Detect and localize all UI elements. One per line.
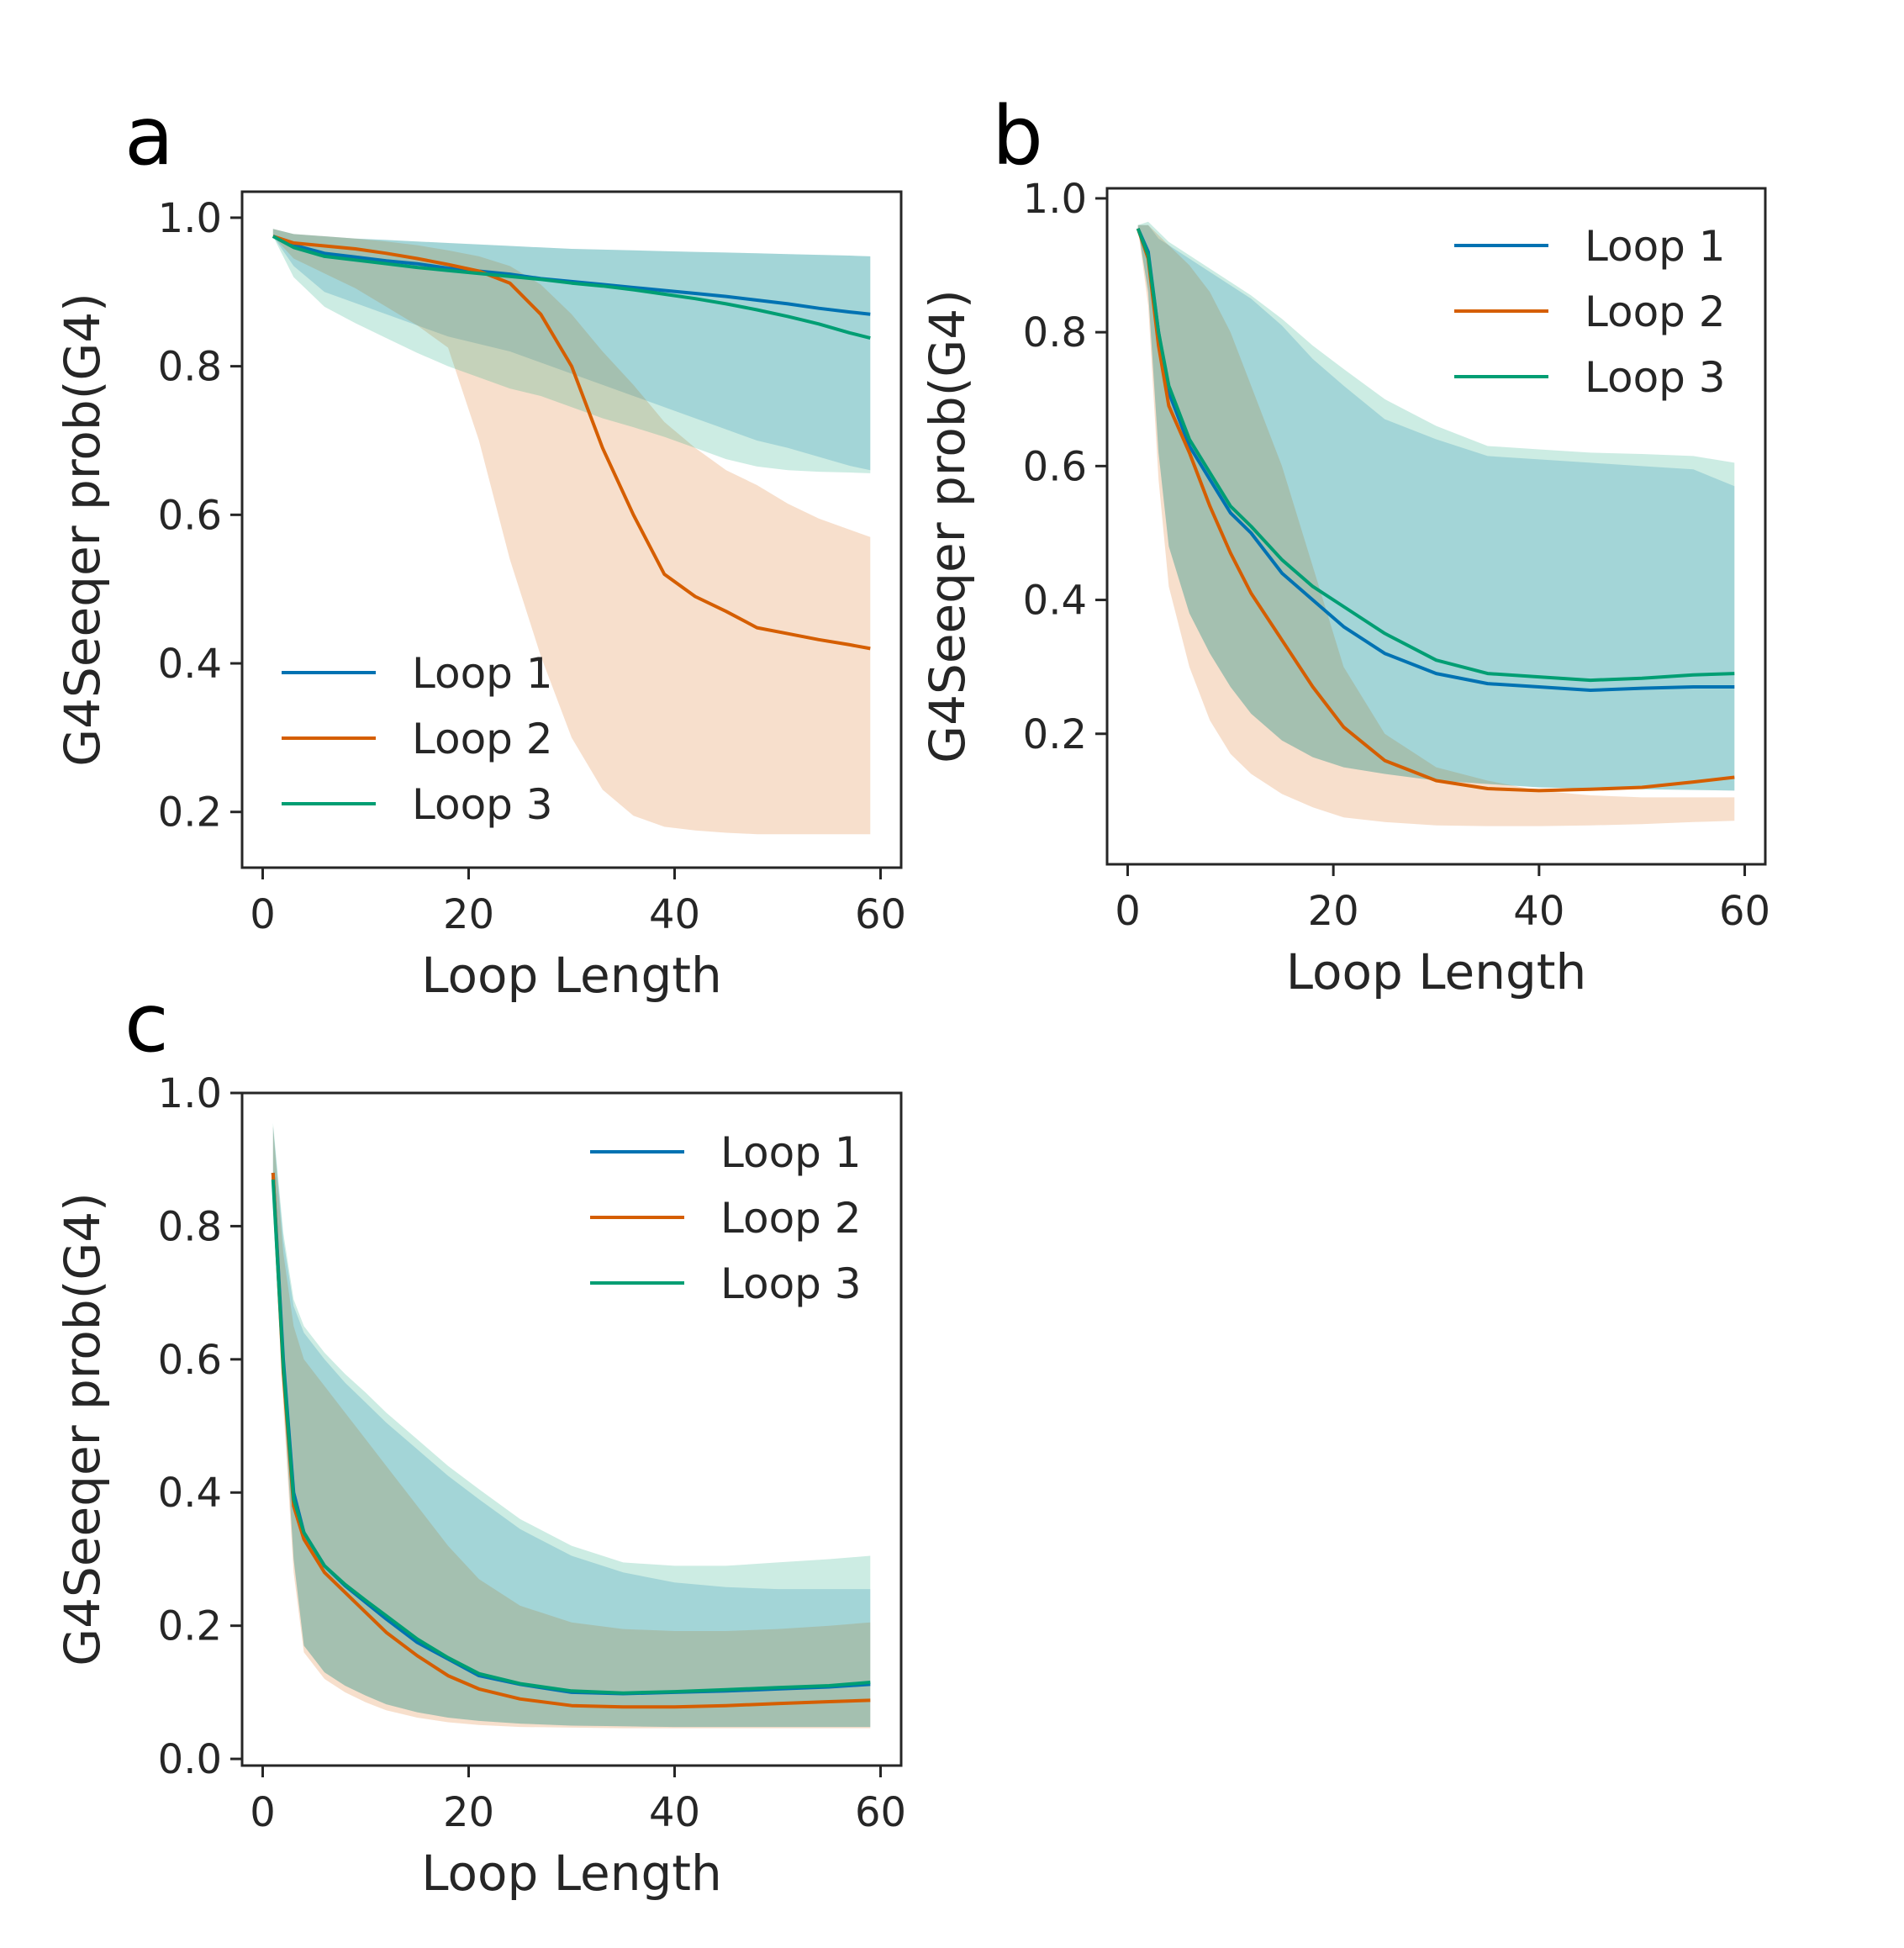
line-loop-2: [271, 1172, 871, 1709]
legend: Loop 1 Loop 2 Loop 3: [590, 1128, 862, 1308]
legend-label: Loop 1: [1585, 222, 1726, 271]
x-tick-label: 60: [855, 891, 906, 938]
legend-label: Loop 3: [412, 780, 553, 829]
axes-frame: [1105, 187, 1767, 866]
line-loop-2: [1136, 228, 1735, 793]
y-axis-title: G4Seeqer prob(G4): [54, 1192, 111, 1666]
y-tick-label: 0.0: [158, 1736, 222, 1783]
plot-area: [1136, 221, 1735, 826]
band-loop-3: [272, 229, 871, 473]
x-tick-label: 0: [1115, 888, 1141, 935]
band-loop-2: [1137, 224, 1735, 826]
plot-area: [272, 229, 871, 835]
y-tick-label: 0.4: [158, 641, 222, 688]
y-tick-label: 0.8: [1023, 309, 1087, 356]
y-tick-label: 0.2: [158, 1603, 222, 1650]
band-loop-1: [272, 1126, 871, 1728]
legend: Loop 1 Loop 2 Loop 3: [282, 649, 553, 829]
y-axis-title: G4Seeqer prob(G4): [919, 289, 976, 763]
panel-letter-b: b: [992, 89, 1043, 183]
band-loop-2: [272, 229, 871, 835]
legend-label: Loop 2: [412, 715, 553, 763]
line-loop-1: [1136, 227, 1735, 692]
band-loop-3: [272, 1122, 871, 1728]
x-tick-label: 40: [649, 1789, 700, 1836]
panel-a: a 0 20 40 60 0.2 0.4 0.6 0.8 1.0 Loop Length G4Seeq…: [54, 89, 906, 1004]
x-axis-title: Loop Length: [421, 1845, 722, 1902]
y-tick-label: 1.0: [158, 1070, 222, 1117]
x-tick-label: 40: [1513, 888, 1564, 935]
y-tick-label: 0.8: [158, 344, 222, 391]
x-tick-label: 60: [855, 1789, 906, 1836]
x-tick-label: 20: [1308, 888, 1359, 935]
x-tick-label: 0: [250, 891, 276, 938]
legend-label: Loop 1: [412, 649, 553, 698]
y-tick-label: 0.4: [158, 1470, 222, 1517]
x-tick-label: 40: [649, 891, 700, 938]
x-axis-title: Loop Length: [421, 947, 722, 1004]
y-tick-label: 0.6: [1023, 443, 1087, 490]
legend-label: Loop 2: [720, 1194, 862, 1243]
panel-letter-a: a: [124, 89, 174, 183]
line-loop-2: [272, 235, 871, 651]
x-tick-label: 60: [1719, 888, 1770, 935]
band-loop-2: [272, 1126, 871, 1729]
y-tick-label: 0.2: [158, 789, 222, 837]
y-tick-label: 0.6: [158, 492, 222, 539]
plot-area: [271, 1122, 871, 1729]
axes-frame: [240, 190, 903, 869]
line-loop-3: [271, 1179, 871, 1695]
axes-frame: [240, 1091, 903, 1767]
legend-label: Loop 3: [1585, 353, 1726, 402]
y-axis-title: G4Seeqer prob(G4): [54, 293, 111, 767]
y-tick-label: 1.0: [1023, 176, 1087, 223]
panel-c: c 0 20 40 60 0.0 0.2 0.4 0.6 0.8 1.0 Loop Length G4S…: [54, 976, 906, 1902]
x-tick-label: 20: [443, 1789, 494, 1836]
y-tick-label: 0.2: [1023, 711, 1087, 758]
y-tick-label: 1.0: [158, 195, 222, 242]
legend-label: Loop 2: [1585, 288, 1726, 336]
y-tick-label: 0.8: [158, 1203, 222, 1250]
x-tick-label: 20: [443, 891, 494, 938]
y-tick-label: 0.4: [1023, 578, 1087, 625]
panel-b: b 0 20 40 60 0.2 0.4 0.6 0.8 1.0 Loop Length G4Seeq…: [919, 89, 1770, 1000]
x-axis-title: Loop Length: [1286, 943, 1587, 1000]
line-loop-3: [1136, 228, 1735, 683]
y-tick-label: 0.6: [158, 1337, 222, 1384]
panel-letter-c: c: [124, 976, 169, 1070]
legend: Loop 1 Loop 2 Loop 3: [1454, 222, 1726, 402]
legend-label: Loop 3: [720, 1259, 862, 1308]
x-tick-label: 0: [250, 1789, 276, 1836]
band-loop-1: [272, 229, 871, 471]
line-loop-3: [272, 235, 871, 341]
legend-label: Loop 1: [720, 1128, 862, 1177]
